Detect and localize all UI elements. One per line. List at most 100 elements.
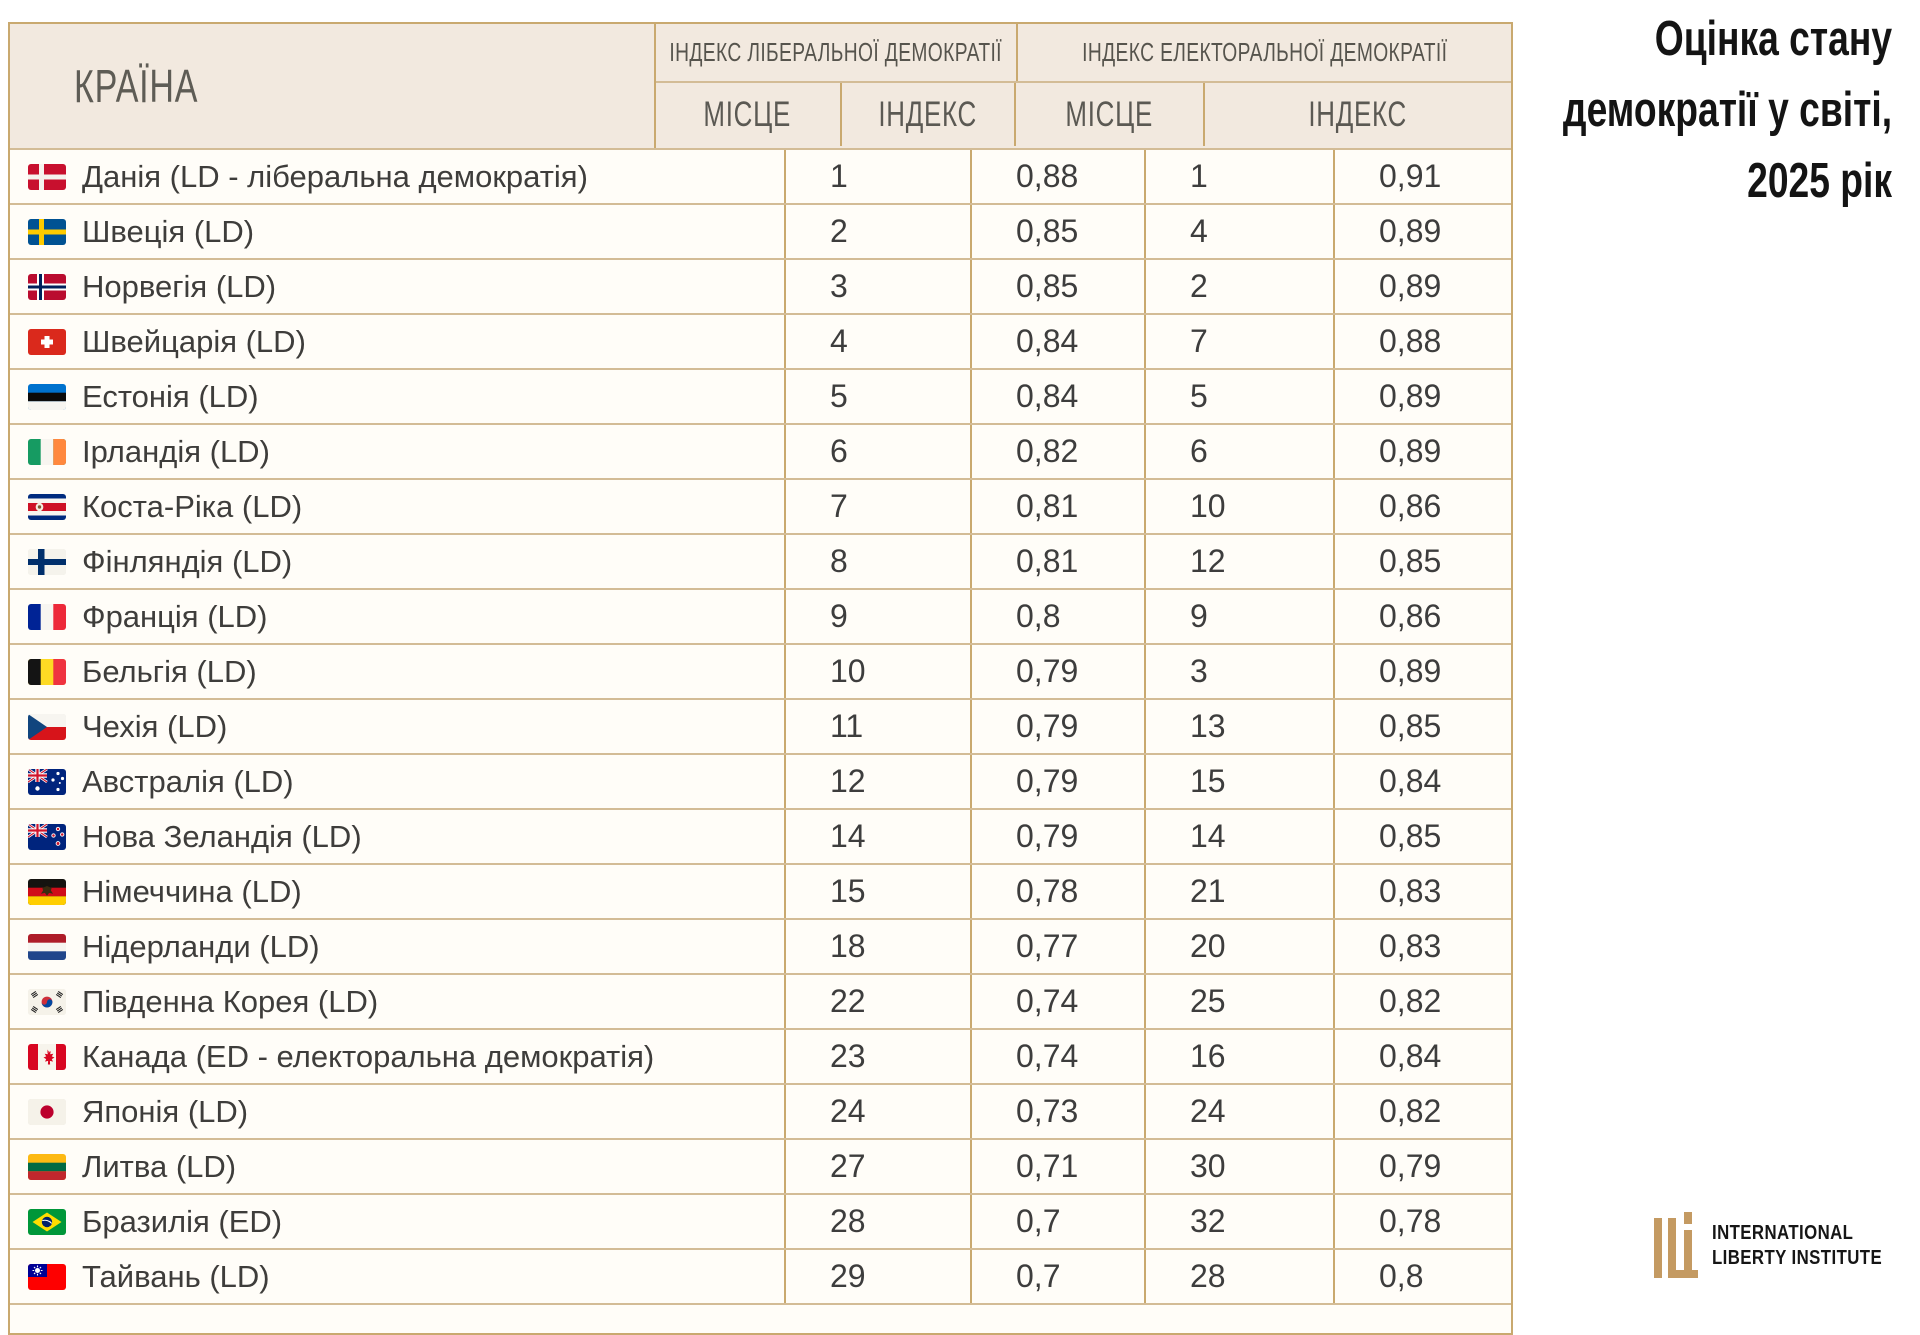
- ed-index-value: 0,84: [1379, 763, 1442, 799]
- table-row: Швеція (LD) 2 0,85 4 0,89: [10, 203, 1511, 258]
- table-row: Нова Зеландія (LD) 14 0,79 14 0,85: [10, 808, 1511, 863]
- ld-index-value: 0,82: [1016, 433, 1079, 469]
- ed-place-value: 3: [1190, 653, 1208, 689]
- table-row: Південна Корея (LD) 22 0,74 25 0,82: [10, 973, 1511, 1028]
- country-cell: Канада (ED - електоральна демократія): [10, 1030, 786, 1083]
- ed-place-cell: 7: [1146, 315, 1335, 368]
- country-column-header: КРАЇНА: [74, 60, 199, 112]
- flag-se-icon: [28, 218, 66, 245]
- ld-index-value: 0,73: [1016, 1093, 1079, 1129]
- table-row: Бразилія (ED) 28 0,7 32 0,78: [10, 1193, 1511, 1248]
- ed-place-cell: 3: [1146, 645, 1335, 698]
- ed-place-cell: 32: [1146, 1195, 1335, 1248]
- ed-place-value: 1: [1190, 158, 1208, 194]
- ed-index-header-cell: ІНДЕКС: [1205, 83, 1511, 146]
- ld-index-value: 0,79: [1016, 708, 1079, 744]
- flag-ie-icon: [28, 438, 66, 465]
- ld-index-cell: 0,85: [972, 205, 1146, 258]
- ed-place-cell: 16: [1146, 1030, 1335, 1083]
- flag-be-icon: [28, 658, 66, 685]
- ed-index-value: 0,8: [1379, 1258, 1424, 1294]
- ed-place-cell: 14: [1146, 810, 1335, 863]
- country-name: Японія (LD): [82, 1093, 249, 1129]
- ld-place-cell: 14: [786, 810, 972, 863]
- country-cell: Швеція (LD): [10, 205, 786, 258]
- country-name: Норвегія (LD): [82, 268, 277, 304]
- country-cell: Німеччина (LD): [10, 865, 786, 918]
- country-cell: Бразилія (ED): [10, 1195, 786, 1248]
- ld-index-cell: 0,88: [972, 150, 1146, 203]
- title-line-1: Оцінка стану: [1654, 12, 1892, 66]
- ed-place-value: 30: [1190, 1148, 1226, 1184]
- ed-index-cell: 0,82: [1335, 975, 1511, 1028]
- country-cell: Фінляндія (LD): [10, 535, 786, 588]
- ld-index-value: 0,7: [1016, 1203, 1061, 1239]
- ld-index-value: 0,81: [1016, 543, 1079, 579]
- flag-kr-icon: [28, 988, 66, 1015]
- ed-index-cell: 0,89: [1335, 425, 1511, 478]
- flag-br-icon: [28, 1208, 66, 1235]
- ld-index-cell: 0,79: [972, 700, 1146, 753]
- table-row-partial: [10, 1303, 1511, 1333]
- table-row: Ірландія (LD) 6 0,82 6 0,89: [10, 423, 1511, 478]
- ed-index-value: 0,82: [1379, 1093, 1442, 1129]
- ed-index-value: 0,79: [1379, 1148, 1442, 1184]
- country-name: Канада (ED - електоральна демократія): [82, 1038, 655, 1074]
- ed-place-value: 5: [1190, 378, 1208, 414]
- flag-ch-icon: [28, 328, 66, 355]
- table-row: Канада (ED - електоральна демократія) 23…: [10, 1028, 1511, 1083]
- electoral-democracy-group-header: ІНДЕКС ЕЛЕКТОРАЛЬНОЇ ДЕМОКРАТІЇ: [1081, 37, 1447, 67]
- ld-place-cell: 2: [786, 205, 972, 258]
- flag-cr-icon: [28, 493, 66, 520]
- ed-index-header: ІНДЕКС: [1308, 94, 1408, 134]
- ld-place-cell: 5: [786, 370, 972, 423]
- ld-place-cell: 24: [786, 1085, 972, 1138]
- ld-place-header: МІСЦЕ: [703, 94, 792, 134]
- ld-index-value: 0,74: [1016, 1038, 1079, 1074]
- ed-place-cell: 12: [1146, 535, 1335, 588]
- ld-index-value: 0,79: [1016, 763, 1079, 799]
- country-name: Данія (LD - ліберальна демократія): [82, 158, 588, 194]
- ld-place-cell: 12: [786, 755, 972, 808]
- ed-place-value: 24: [1190, 1093, 1226, 1129]
- ld-place-cell: 22: [786, 975, 972, 1028]
- ld-index-value: 0,8: [1016, 598, 1061, 634]
- ed-place-value: 2: [1190, 268, 1208, 304]
- ld-place-value: 2: [830, 213, 848, 249]
- ld-place-value: 11: [830, 708, 864, 744]
- ed-place-value: 16: [1190, 1038, 1226, 1074]
- ed-index-value: 0,89: [1379, 268, 1442, 304]
- ed-index-value: 0,89: [1379, 213, 1442, 249]
- ed-index-cell: 0,86: [1335, 480, 1511, 533]
- ed-place-value: 32: [1190, 1203, 1226, 1239]
- ld-place-value: 7: [830, 488, 848, 524]
- ed-place-cell: 20: [1146, 920, 1335, 973]
- ed-place-header-cell: МІСЦЕ: [1016, 83, 1205, 146]
- ed-place-cell: 5: [1146, 370, 1335, 423]
- ed-place-cell: 25: [1146, 975, 1335, 1028]
- ld-index-cell: 0,82: [972, 425, 1146, 478]
- country-name: Південна Корея (LD): [82, 983, 379, 1019]
- ld-index-value: 0,79: [1016, 653, 1079, 689]
- ed-index-cell: 0,78: [1335, 1195, 1511, 1248]
- ed-index-cell: 0,83: [1335, 920, 1511, 973]
- country-cell: Нова Зеландія (LD): [10, 810, 786, 863]
- table-row: Японія (LD) 24 0,73 24 0,82: [10, 1083, 1511, 1138]
- ed-place-cell: 21: [1146, 865, 1335, 918]
- ld-place-cell: 6: [786, 425, 972, 478]
- ed-index-value: 0,88: [1379, 323, 1442, 359]
- ed-index-value: 0,91: [1379, 158, 1442, 194]
- ld-index-value: 0,77: [1016, 928, 1079, 964]
- ld-place-cell: 3: [786, 260, 972, 313]
- ed-index-value: 0,84: [1379, 1038, 1442, 1074]
- ld-index-cell: 0,7: [972, 1250, 1146, 1303]
- country-cell: Чехія (LD): [10, 700, 786, 753]
- flag-nl-icon: [28, 933, 66, 960]
- ed-place-value: 12: [1190, 543, 1226, 579]
- country-cell: Коста-Ріка (LD): [10, 480, 786, 533]
- ed-index-cell: 0,84: [1335, 1030, 1511, 1083]
- ld-index-value: 0,81: [1016, 488, 1079, 524]
- table-row: Естонія (LD) 5 0,84 5 0,89: [10, 368, 1511, 423]
- ld-index-value: 0,88: [1016, 158, 1079, 194]
- ld-index-cell: 0,7: [972, 1195, 1146, 1248]
